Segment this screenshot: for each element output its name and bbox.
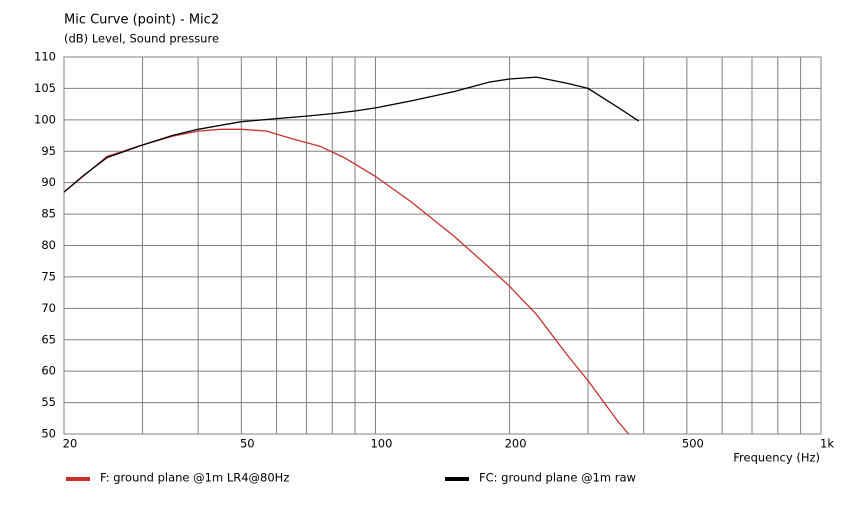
y-tick-label: 110 [34, 50, 56, 64]
x-tick-label: 1k [820, 437, 834, 451]
y-tick-label: 80 [41, 238, 56, 252]
y-tick-label: 85 [41, 207, 56, 221]
y-tick-label: 90 [41, 175, 56, 189]
x-axis-label: Frequency (Hz) [733, 451, 820, 465]
line-series [63, 128, 630, 435]
x-tick-label: 50 [240, 437, 255, 451]
y-tick-label: 105 [34, 81, 56, 95]
y-tick-label: 70 [41, 301, 56, 315]
legend-swatch [445, 477, 469, 481]
y-tick-label: 65 [41, 332, 56, 346]
y-tick-label: 75 [41, 269, 56, 283]
legend-label: F: ground plane @1m LR4@80Hz [100, 471, 289, 485]
line-series [63, 76, 640, 193]
legend-label: FC: ground plane @1m raw [479, 471, 636, 485]
y-tick-label: 55 [41, 395, 56, 409]
x-tick-label: 20 [63, 437, 78, 451]
chart-subtitle: (dB) Level, Sound pressure [64, 32, 219, 46]
chart-title: Mic Curve (point) - Mic2 [64, 13, 219, 28]
x-tick-label: 500 [682, 437, 704, 451]
x-tick-label: 100 [370, 437, 392, 451]
y-tick-label: 95 [41, 144, 56, 158]
y-tick-label: 100 [34, 112, 56, 126]
x-tick-label: 200 [505, 437, 527, 451]
y-tick-label: 60 [41, 364, 56, 378]
y-tick-label: 50 [41, 427, 56, 441]
legend-swatch [66, 477, 90, 481]
